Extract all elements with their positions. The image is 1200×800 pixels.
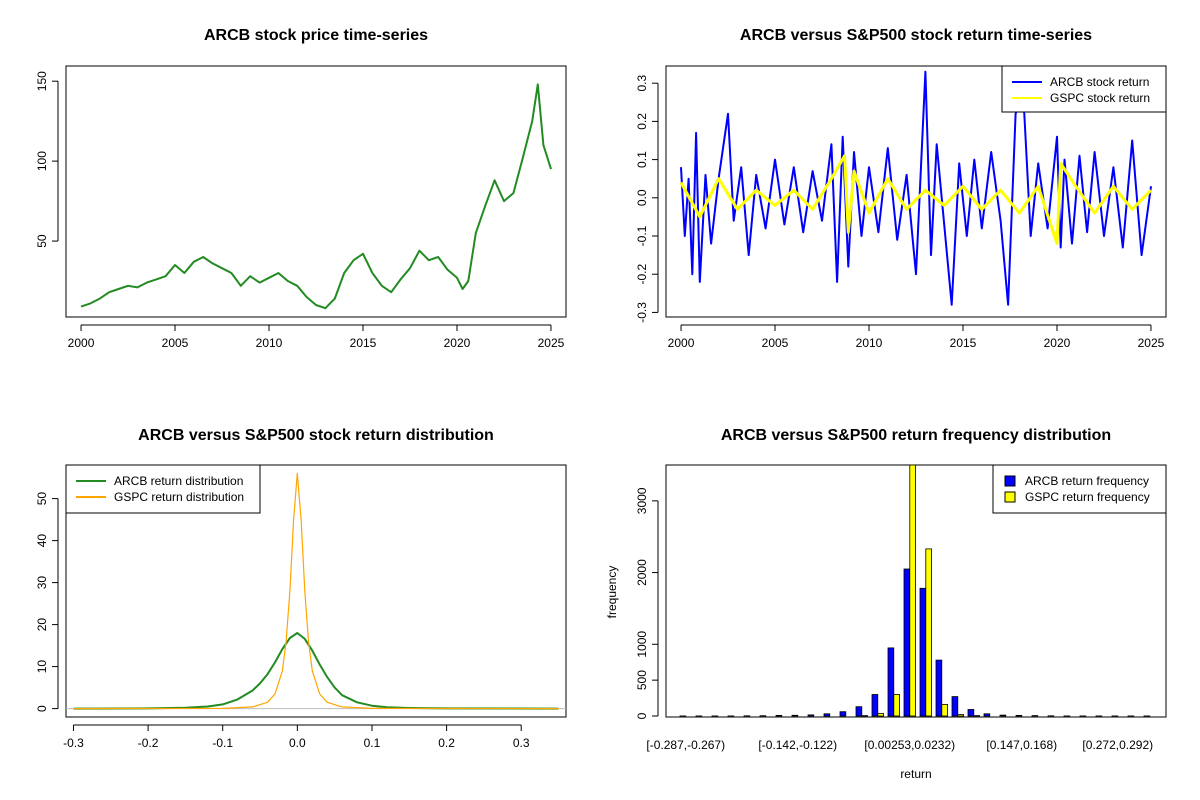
arcb-frequency-bar [871, 694, 879, 717]
gspc-frequency-bar [877, 713, 884, 717]
legend-label: GSPC return distribution [114, 490, 244, 504]
y-tick-label: 0.2 [635, 113, 649, 130]
arcb-frequency-bar [983, 713, 991, 717]
arcb-frequency-bar [887, 647, 895, 717]
legend-swatch [1004, 491, 1016, 503]
x-tick-label: 0.3 [513, 736, 530, 750]
arcb-frequency-bar [919, 587, 927, 717]
y-tick-label: 100 [35, 151, 49, 171]
y-tick-label: 500 [635, 670, 649, 690]
y-tick-label: -0.3 [635, 302, 649, 323]
arcb-return-line [680, 70, 1152, 306]
x-axis-title: return [900, 767, 931, 781]
y-tick-label: 50 [35, 492, 49, 506]
chart-title: ARCB versus S&P500 stock return distribu… [138, 427, 494, 444]
y-tick-label: 40 [35, 534, 49, 548]
arcb-frequency-bar [935, 659, 943, 717]
plot-frame [65, 65, 567, 318]
y-tick-label: 10 [35, 660, 49, 674]
gspc-frequency-bar [893, 694, 900, 717]
price-line [80, 83, 552, 310]
arcb-frequency-bar [775, 715, 783, 717]
x-tick-label: 2015 [950, 336, 977, 350]
gspc-density-line [73, 472, 559, 710]
legend-box [992, 464, 1167, 514]
y-tick-label: 0.1 [635, 151, 649, 168]
arcb-frequency-bar [951, 696, 959, 717]
legend-label: ARCB return frequency [1025, 474, 1149, 488]
y-tick-label: 0 [635, 712, 649, 719]
plot-frame [65, 464, 567, 718]
x-tick-label: 2015 [350, 336, 377, 350]
arcb-density-line [73, 632, 559, 710]
x-tick-label: 0.1 [364, 736, 381, 750]
legend-label: GSPC stock return [1050, 91, 1150, 105]
y-tick-label: -0.2 [635, 264, 649, 285]
legend-label: ARCB return distribution [114, 474, 243, 488]
gspc-frequency-bar [941, 704, 948, 717]
y-tick-label: -0.1 [635, 225, 649, 246]
arcb-frequency-bar [999, 714, 1007, 717]
y-axis-title: frequency [605, 566, 619, 619]
x-tick-label: -0.1 [212, 736, 233, 750]
chart-title: ARCB versus S&P500 stock return time-ser… [740, 27, 1092, 44]
price-chart-panel: ARCB stock price time-series 2000 2005 2010… [35, 27, 567, 350]
x-tick-label: [-0.287,-0.267) [646, 738, 725, 752]
legend-label: GSPC return frequency [1025, 490, 1150, 504]
y-tick-label: 1000 [635, 631, 649, 658]
y-tick-label: 20 [35, 618, 49, 632]
gspc-frequency-bar [957, 714, 964, 717]
plot-frame [665, 464, 1167, 718]
return-distribution-panel: ARCB versus S&P500 stock return distribu… [35, 427, 567, 750]
y-tick-label: 2000 [635, 559, 649, 586]
gspc-return-line [679, 154, 1153, 246]
legend-box [1001, 65, 1167, 113]
arcb-frequency-bar [791, 714, 799, 717]
gspc-frequency-bar [925, 548, 932, 717]
x-tick-label: 2010 [256, 336, 283, 350]
arcb-frequency-bar [967, 709, 975, 717]
arcb-frequency-bar [903, 568, 911, 717]
return-timeseries-panel: ARCB versus S&P500 stock return time-ser… [635, 27, 1167, 350]
x-tick-label: 2020 [444, 336, 471, 350]
x-tick-label: 2005 [162, 336, 189, 350]
arcb-frequency-bar [807, 714, 815, 717]
chart-title: ARCB versus S&P500 return frequency dist… [721, 427, 1111, 444]
return-frequency-panel: ARCB versus S&P500 return frequency dist… [605, 427, 1167, 781]
y-tick-label: 0.3 [635, 75, 649, 92]
x-tick-label: 2010 [856, 336, 883, 350]
legend-label: ARCB stock return [1050, 75, 1149, 89]
arcb-frequency-bar [1015, 715, 1023, 717]
x-tick-label: 0.2 [438, 736, 455, 750]
y-tick-label: 150 [35, 71, 49, 91]
chart-title: ARCB stock price time-series [204, 27, 428, 44]
x-tick-label: 2000 [68, 336, 95, 350]
x-tick-label: 2005 [762, 336, 789, 350]
gspc-frequency-bar [909, 464, 916, 717]
arcb-frequency-bar [855, 706, 863, 717]
x-tick-label: [0.00253,0.0232) [864, 738, 955, 752]
arcb-frequency-bar [823, 713, 831, 717]
legend-box [65, 464, 261, 514]
y-tick-label: 3000 [635, 487, 649, 514]
x-tick-label: 2000 [668, 336, 695, 350]
y-tick-label: 0.0 [635, 189, 649, 206]
x-tick-label: 2025 [1138, 336, 1165, 350]
plot-frame [665, 65, 1167, 318]
y-tick-label: 30 [35, 576, 49, 590]
x-tick-label: 2020 [1044, 336, 1071, 350]
x-tick-label: 2025 [538, 336, 565, 350]
x-tick-label: [0.272,0.292) [1082, 738, 1153, 752]
x-tick-label: -0.2 [138, 736, 159, 750]
x-tick-label: [-0.142,-0.122) [758, 738, 837, 752]
arcb-frequency-bar [839, 711, 847, 717]
x-tick-label: [0.147,0.168) [986, 738, 1057, 752]
x-tick-label: -0.3 [63, 736, 84, 750]
x-tick-label: 0.0 [289, 736, 306, 750]
y-tick-label: 0 [35, 705, 49, 712]
legend-swatch [1004, 475, 1016, 487]
y-tick-label: 50 [35, 234, 49, 248]
